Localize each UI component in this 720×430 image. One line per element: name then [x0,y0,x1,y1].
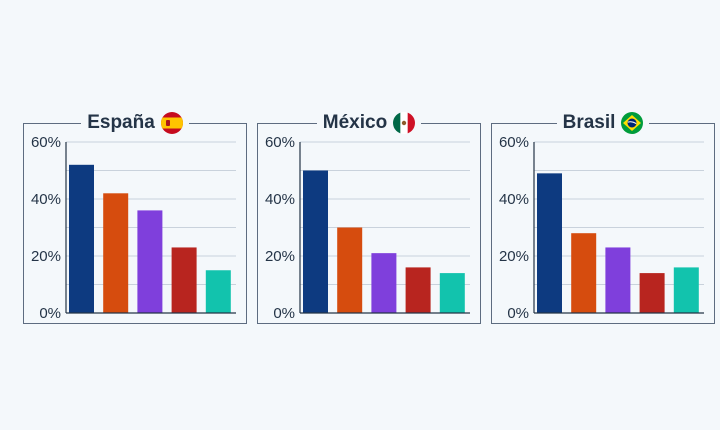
bar [405,267,431,313]
y-tick-label: 20% [265,248,295,265]
bar [537,173,562,313]
bar [171,247,197,313]
bar [337,227,363,313]
bar [605,247,631,313]
y-tick-label: 60% [499,134,529,151]
bar [137,210,163,313]
bar [303,170,328,313]
y-tick-label: 0% [39,305,61,322]
bar-plot: 60% 40% 20% 0% [265,134,470,322]
chart-panel-spain: España 60% 40% 20% 0% [23,110,247,324]
bar [673,267,699,313]
bar [639,273,665,313]
bar [69,164,94,313]
chart-panel-brazil: Brasil 60% 40% 20% 0% [491,110,715,324]
chart-panel-mexico: México 60% 40% 20% 0% [257,110,481,324]
y-tick-label: 40% [499,191,529,208]
y-tick-label: 60% [31,134,61,151]
y-tick-label: 0% [507,305,529,322]
bar [205,270,231,313]
y-tick-label: 40% [31,191,61,208]
bar [371,253,397,313]
bar-plot: 60% 40% 20% 0% [31,134,236,322]
y-tick-label: 0% [273,305,295,322]
bar-plot: 60% 40% 20% 0% [499,134,704,322]
y-tick-label: 40% [265,191,295,208]
bar [439,273,465,313]
bar [571,233,597,313]
y-tick-label: 20% [499,248,529,265]
y-tick-label: 60% [265,134,295,151]
y-tick-label: 20% [31,248,61,265]
bar [103,193,129,313]
